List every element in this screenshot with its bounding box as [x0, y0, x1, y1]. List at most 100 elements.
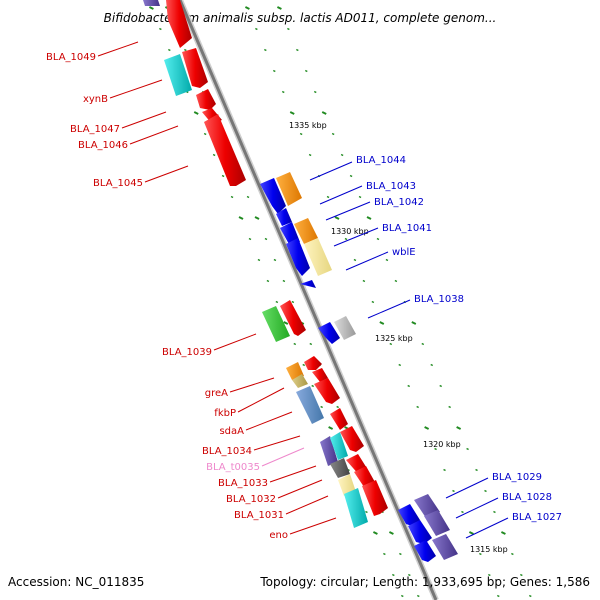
gene-bla-1042-orange[interactable] [294, 218, 318, 244]
tick-mark [257, 258, 261, 262]
label-bla-1041[interactable]: BLA_1041 [382, 223, 432, 234]
tick-mark [275, 300, 279, 304]
gene-features-left [143, 0, 388, 528]
accession-text: Accession: NC_011835 [8, 575, 144, 589]
gene-bla-1034-red[interactable] [330, 408, 348, 430]
label-bla-1033[interactable]: BLA_1033 [218, 478, 268, 489]
tick-mark [308, 153, 312, 157]
tick-mark [326, 195, 330, 199]
tick-mark [389, 342, 393, 346]
gene-bla-1027[interactable] [432, 534, 458, 560]
tick-mark [263, 48, 267, 52]
tick-mark [183, 48, 187, 52]
gene-bla-1027-blue[interactable] [414, 540, 436, 562]
label-bla-1046[interactable]: BLA_1046 [78, 140, 128, 151]
label-bla-1028[interactable]: BLA_1028 [502, 492, 552, 503]
gene-bla-1043[interactable] [276, 172, 302, 206]
tick-mark [230, 195, 234, 199]
tick-mark [519, 573, 523, 577]
tick-mark [331, 132, 335, 136]
genome-backbone [177, 0, 439, 600]
tick-mark [500, 531, 506, 535]
tick-mark [400, 594, 404, 598]
gene-wble-blue[interactable] [300, 280, 316, 288]
gene-bla-1029-blue[interactable] [398, 504, 420, 526]
label-xynb[interactable]: xynB [83, 94, 108, 105]
gene-xynb-red[interactable] [182, 48, 208, 88]
map-title: Bifidobacterium animalis subsp. lactis A… [104, 11, 497, 25]
gene-bla-1031-red[interactable] [362, 480, 388, 516]
label-bla-1042[interactable]: BLA_1042 [374, 197, 424, 208]
label-bla-1027[interactable]: BLA_1027 [512, 512, 562, 523]
label-bla-1043[interactable]: BLA_1043 [366, 181, 416, 192]
gene-sdaa-red[interactable] [314, 378, 340, 404]
gene-fkbp[interactable] [292, 374, 308, 388]
gene-bla-1045[interactable] [204, 114, 246, 186]
tick-mark [353, 258, 357, 262]
tick-mark [276, 6, 282, 10]
label-bla-1045[interactable]: BLA_1045 [93, 178, 143, 189]
tick-mark [484, 489, 487, 493]
label-bla-1029[interactable]: BLA_1029 [492, 472, 542, 483]
gene-fkbp-red[interactable] [312, 368, 328, 382]
gene-sdaa[interactable] [296, 386, 324, 424]
label-bla-1047[interactable]: BLA_1047 [70, 124, 120, 135]
gene-bla-1047[interactable] [196, 89, 216, 110]
gene-bla-1038[interactable] [334, 316, 356, 340]
scale-label-1335: 1335 kbp [289, 121, 327, 130]
tick-mark [385, 258, 389, 262]
gene-bla-1049[interactable] [166, 0, 192, 48]
gene-bla-1039-green[interactable] [262, 306, 290, 342]
gene-wble[interactable] [304, 238, 332, 276]
gene-bla-1028-blue[interactable] [408, 520, 432, 544]
label-bla-1039[interactable]: BLA_1039 [162, 347, 212, 358]
label-bla-1049[interactable]: BLA_1049 [46, 52, 96, 63]
tick-mark [340, 153, 344, 157]
gene-bla-1044[interactable] [260, 178, 286, 214]
gene-bla-1041-blue2[interactable] [286, 238, 310, 276]
gene-top-purple[interactable] [143, 0, 160, 6]
gene-bla-1033[interactable] [330, 458, 350, 478]
tick-mark [424, 426, 430, 430]
tick-mark [266, 279, 270, 283]
gene-bla-1038-blue[interactable] [318, 322, 340, 344]
tick-mark [289, 111, 295, 115]
label-grea[interactable]: greA [205, 388, 228, 399]
label-eno[interactable]: eno [269, 530, 288, 541]
gene-bla-1033-red[interactable] [340, 426, 364, 452]
tick-mark [362, 279, 366, 283]
label-bla-t0035[interactable]: BLA_t0035 [206, 462, 260, 473]
label-sdaa[interactable]: sdaA [219, 426, 244, 437]
gene-bla-1042[interactable] [276, 208, 292, 226]
tick-mark [344, 237, 348, 241]
tick-mark [336, 405, 339, 409]
gene-bla-1039-red[interactable] [280, 300, 306, 336]
tick-mark [394, 279, 398, 283]
scale-label-1315: 1315 kbp [470, 545, 508, 554]
tick-mark [399, 552, 402, 556]
tick-mark [416, 405, 419, 409]
tick-mark [430, 363, 434, 367]
gene-bla-t0035[interactable] [330, 432, 348, 460]
tick-mark [452, 489, 455, 493]
tick-mark [479, 552, 482, 556]
label-bla-1031[interactable]: BLA_1031 [234, 510, 284, 521]
tick-mark [283, 321, 289, 325]
tick-mark [372, 531, 378, 535]
label-wble[interactable]: wblE [392, 247, 416, 258]
label-fkbp[interactable]: fkbP [214, 408, 236, 419]
tick-mark [299, 132, 303, 136]
gene-grea-red[interactable] [304, 356, 322, 370]
label-bla-1032[interactable]: BLA_1032 [226, 494, 276, 505]
tick-mark [238, 216, 244, 220]
gene-bla-1031[interactable] [344, 488, 368, 528]
gene-bla-1032[interactable] [338, 474, 356, 496]
label-bla-1038[interactable]: BLA_1038 [414, 294, 464, 305]
tick-mark [328, 426, 334, 430]
tick-mark [304, 69, 308, 73]
label-bla-1034[interactable]: BLA_1034 [202, 446, 252, 457]
gene-bla-1034[interactable] [320, 436, 338, 466]
label-bla-1044[interactable]: BLA_1044 [356, 155, 406, 166]
gene-xynb[interactable] [164, 54, 192, 96]
gene-bla-1028[interactable] [424, 510, 450, 536]
